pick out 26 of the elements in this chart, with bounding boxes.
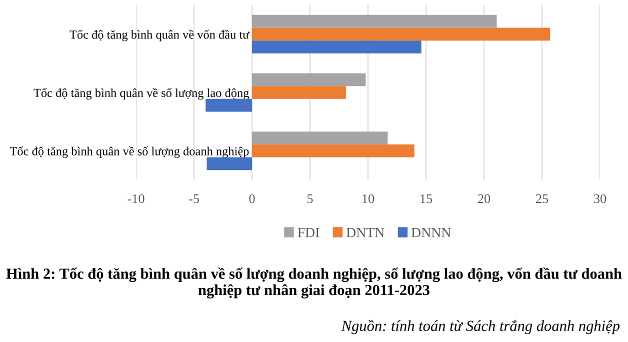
text: Nguồn: tính toán từ Sách trắng doanh nghiệp [341,320,620,334]
x-tick-label: -5 [188,194,199,204]
x-tick-label: 30 [594,194,606,204]
bar [252,14,497,28]
x-tick-label: 0 [249,194,255,204]
text: Hình 2: Tốc độ tăng bình quân về số lượng doanh nghiệp, số lượng lao động, vốn đầu tư doanh nghiệp tư nhân giai đoạn 2011-2023 [6,268,622,298]
y-tick-label: Tốc độ tăng bình quân về vốn đầu tư [70,30,250,42]
legend-label: FDI [298,228,320,238]
bar [252,86,346,99]
x-tick-label: 10 [362,194,374,204]
x-tick-label: 20 [478,194,490,204]
x-tick-label: -10 [128,194,144,204]
bar [206,98,252,112]
bar [252,144,414,158]
bar [206,157,252,170]
x-tick-label: 5 [307,194,313,204]
bar [252,28,550,41]
y-tick-label: Tốc độ tăng bình quân về số lượng doanh nghiệp [10,146,249,158]
x-tick-label: 25 [536,194,548,204]
legend-label: DNNN [411,228,451,238]
bar [252,132,388,144]
legend-label: DNTN [346,228,384,238]
x-tick-label: 15 [420,194,432,204]
bar [252,73,366,86]
y-tick-label: Tốc độ tăng bình quân về số lượng lao động [34,88,249,100]
bar [252,40,422,54]
